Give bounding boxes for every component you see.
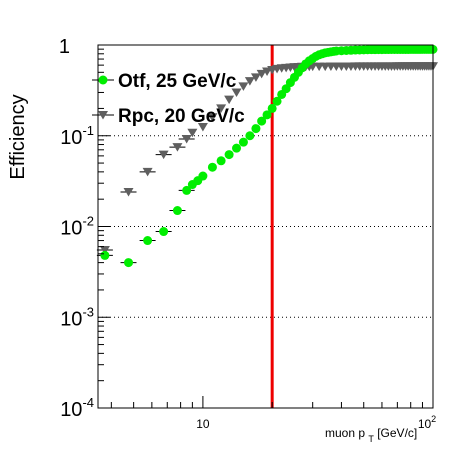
data-point [100,250,110,260]
data-point [197,122,208,132]
data-point [182,185,192,195]
x-tick-label-base: 10 [196,417,210,431]
data-point [238,82,249,91]
data-point [231,88,242,97]
data-point [224,95,235,105]
x-tick-label: 102 [418,414,436,431]
x-tick-label-base: 10 [418,417,432,431]
legend-entry: Otf, 25 GeV/c [92,71,237,92]
data-point [257,116,267,126]
y-tick-label-base: 10 [60,127,82,149]
x-axis-label-subscript: T [368,434,374,444]
data-point [187,128,198,138]
y-tick-label: 10-2 [60,214,94,240]
y-axis-label: Efficiency [7,94,29,179]
data-point [256,69,267,79]
data-point [251,124,261,134]
y-tick-label: 10-3 [60,304,94,330]
data-point [123,187,134,197]
y-tick-label-base: 10 [60,218,82,240]
y-tick-label: 10-4 [60,395,94,421]
data-point [198,171,208,181]
data-point [158,150,169,160]
x-tick-label: 10 [196,417,210,431]
data-point [99,246,110,255]
y-tick-label-exponent: -2 [82,214,94,229]
y-tick-label-base: 10 [60,308,82,330]
y-tick-label-exponent: -3 [82,304,94,319]
data-point [245,131,255,141]
data-point [172,206,182,216]
series-layer [96,44,438,268]
data-point [232,143,242,153]
data-point [181,135,192,144]
legend-label: Otf, 25 GeV/c [118,71,237,92]
data-point [224,150,234,160]
data-point [207,113,218,122]
legend-label: Rpc, 20 GeV/c [118,106,245,127]
y-tick-label-exponent: -1 [82,123,94,138]
data-point [244,77,255,86]
data-point [216,104,227,113]
data-point [142,167,153,177]
data-point [207,162,217,172]
data-point [159,227,169,237]
data-point [267,103,277,113]
legend-marker [98,75,108,85]
x-axis-label: muon p T [GeV/c] [325,426,417,445]
data-point [172,143,183,152]
x-axis-label-unit: [GeV/c] [377,426,417,440]
data-point [250,73,261,82]
data-point [124,258,134,268]
y-tick-label-base: 10 [60,399,82,421]
data-point [216,156,226,166]
legend-marker [98,111,108,120]
data-point [143,236,153,246]
series-rpc [96,62,438,255]
y-tick-label-exponent: -4 [82,395,94,410]
data-point [238,137,248,147]
x-axis-label-main: muon p [325,426,365,440]
legend: Otf, 25 GeV/c Rpc, 20 GeV/c [92,71,245,127]
data-point [272,96,282,106]
y-tick-label: 1 [59,36,70,58]
axis-layer: 110-110-210-310-410 102 [59,36,436,431]
y-tick-label: 10-1 [60,123,94,149]
data-point [262,110,272,120]
x-tick-label-exponent: 2 [431,414,436,424]
series-otf [96,44,438,268]
legend-entry: Rpc, 20 GeV/c [92,106,245,127]
